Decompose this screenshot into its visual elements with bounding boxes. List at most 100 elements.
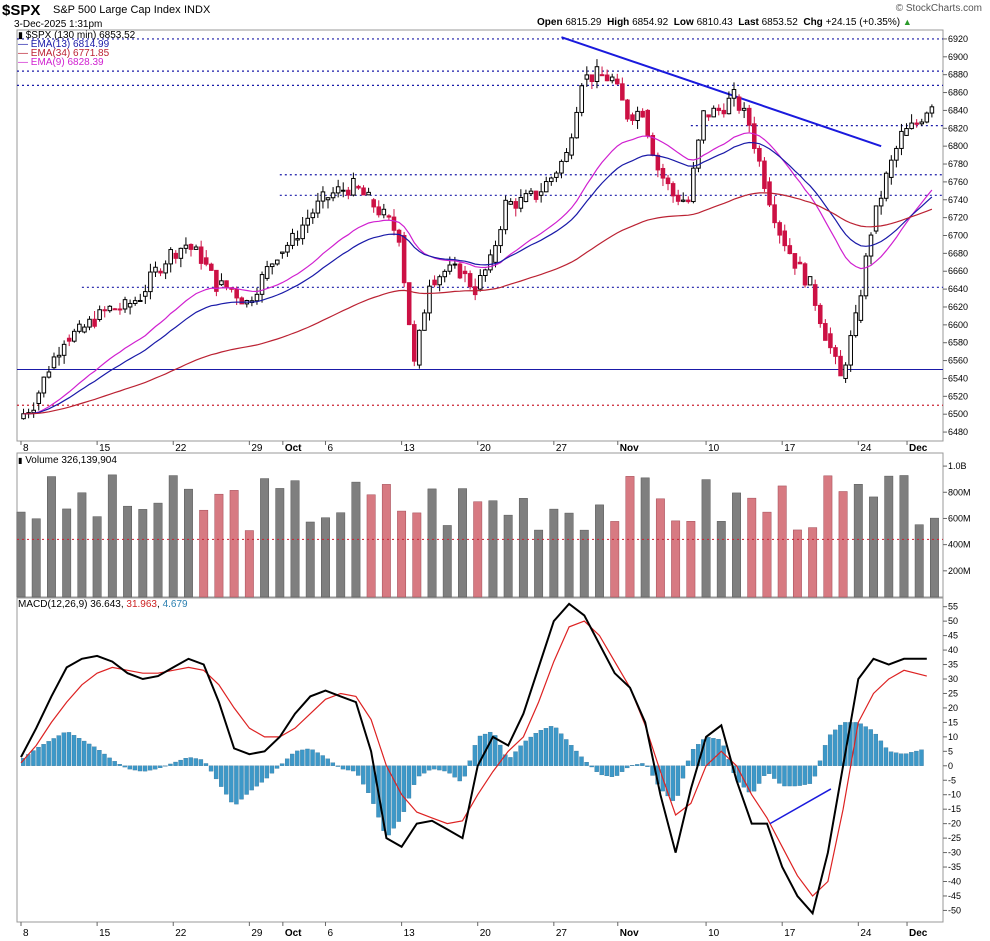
macd-histogram-bar: [751, 765, 757, 792]
macd-histogram-bar: [219, 765, 224, 787]
candle-body: [660, 167, 666, 179]
candle-body: [873, 205, 879, 232]
x-tick-label: 29: [251, 443, 263, 454]
candle-body: [899, 130, 904, 149]
macd-histogram-bar: [822, 745, 828, 766]
macd-y-tick-label: -30: [948, 848, 961, 858]
candle-body: [675, 194, 681, 202]
volume-bar: [275, 488, 285, 598]
candle-body: [503, 199, 508, 231]
candle-body: [219, 280, 224, 286]
candle-body: [574, 111, 579, 139]
macd-histogram-bar: [899, 753, 904, 766]
macd-histogram-bar: [274, 765, 280, 769]
candle-body: [234, 288, 239, 299]
volume-bar: [336, 512, 346, 598]
candle-body: [107, 305, 113, 312]
candle-body: [620, 83, 625, 101]
price-legend: ▮ $SPX (130 min) 6853.52 — EMA(13) 6814.…: [18, 31, 135, 68]
y-tick-label: 6540: [948, 373, 968, 383]
candle-body: [300, 224, 305, 240]
candle-body: [493, 245, 498, 263]
candle-body: [523, 193, 529, 203]
x-tick-label: Nov: [620, 928, 639, 939]
macd-histogram-bar: [432, 765, 437, 770]
legend-ema9: — EMA(9) 6828.39: [18, 57, 104, 68]
volume-bar: [107, 474, 117, 598]
candle-body: [269, 263, 275, 268]
volume-bar: [914, 524, 924, 598]
macd-histogram-bar: [528, 736, 533, 766]
macd-y-tick-label: -35: [948, 862, 961, 872]
macd-y-tick-label: 15: [948, 717, 958, 727]
macd-histogram-bar: [310, 749, 315, 766]
macd-histogram-bar: [442, 765, 447, 772]
volume-bar: [625, 476, 635, 598]
high-value: 6854.92: [632, 17, 669, 28]
macd-histogram-bar: [599, 765, 604, 776]
macd-histogram-bar: [888, 751, 894, 766]
y-tick-label: 6880: [948, 70, 968, 80]
volume-bar: [229, 490, 239, 598]
x-tick-label: 17: [784, 443, 796, 454]
candle-body: [889, 159, 894, 178]
macd-histogram-bar: [361, 765, 366, 785]
symbol-title: $SPX: [2, 2, 41, 19]
volume-bar: [442, 525, 452, 598]
y-tick-label: 6500: [948, 409, 968, 419]
candle-body: [488, 254, 493, 271]
x-tick-label: 22: [175, 443, 187, 454]
candle-body: [427, 285, 432, 314]
x-tick-label: Dec: [909, 928, 928, 939]
macd-histogram-bar: [325, 758, 330, 766]
candle-body: [716, 107, 722, 111]
macd-histogram-bar: [462, 765, 467, 777]
candle-body: [828, 333, 833, 349]
candle-body: [564, 151, 569, 162]
macd-histogram-bar: [213, 765, 219, 780]
macd-histogram-bar: [472, 745, 478, 766]
macd-histogram-bar: [396, 765, 401, 822]
x-tick-label: 15: [99, 443, 111, 454]
macd-histogram-bar: [624, 765, 630, 769]
x-tick-label: 15: [99, 928, 111, 939]
macd-histogram-bar: [604, 765, 610, 777]
candle-body: [589, 74, 595, 83]
candle-body: [919, 121, 925, 125]
macd-histogram-bar: [457, 765, 462, 782]
y-tick-label: 6660: [948, 266, 968, 276]
candle-body: [752, 123, 757, 149]
y-tick-label: 6740: [948, 195, 968, 205]
candle-body: [285, 244, 290, 253]
legend-ema13: — EMA(13) 6814.99: [18, 39, 110, 50]
candle-body: [477, 275, 483, 290]
macd-histogram-bar: [792, 765, 797, 787]
macd-histogram-bar: [168, 763, 173, 766]
x-tick-label: 29: [251, 928, 263, 939]
candle-body: [721, 109, 727, 115]
y-tick-label: 6640: [948, 284, 968, 294]
x-tick-label: 20: [480, 928, 492, 939]
volume-bar: [366, 494, 376, 598]
volume-bar: [427, 488, 437, 598]
macd-y-tick-label: 55: [948, 602, 958, 612]
volume-bar: [31, 518, 41, 598]
macd-histogram-bar: [300, 749, 305, 766]
volume-bar: [168, 475, 178, 598]
macd-histogram-bar: [61, 732, 67, 766]
ohlc-summary: Open 6815.29 High 6854.92 Low 6810.43 La…: [537, 17, 912, 28]
macd-histogram-bar: [487, 731, 493, 766]
candle-body: [665, 177, 671, 185]
macd-histogram-bar: [36, 746, 41, 766]
volume-bar: [595, 504, 604, 598]
macd-histogram-bar: [878, 740, 884, 766]
volume-bar: [610, 521, 620, 598]
macd-histogram-bar: [411, 765, 417, 785]
macd-histogram-bar: [137, 765, 143, 772]
vol-y-tick-label: 1.0B: [948, 461, 967, 471]
macd-histogram-bar: [386, 765, 391, 836]
vol-y-tick-label: 600M: [948, 513, 971, 523]
legend-ema34: — EMA(34) 6771.85: [18, 48, 110, 59]
y-tick-label: 6600: [948, 320, 968, 330]
macd-y-tick-label: -45: [948, 891, 961, 901]
